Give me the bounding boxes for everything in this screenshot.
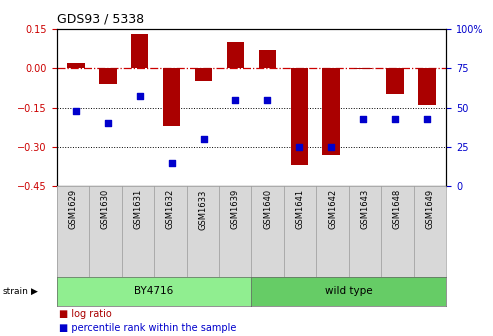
Point — [72, 108, 80, 113]
Bar — [227, 42, 244, 68]
Text: GSM1649: GSM1649 — [425, 189, 434, 229]
Point — [104, 121, 112, 126]
Text: GSM1640: GSM1640 — [263, 189, 272, 229]
Bar — [354, 68, 372, 69]
Point — [168, 160, 176, 165]
Text: ▶: ▶ — [31, 287, 37, 296]
Text: GSM1629: GSM1629 — [69, 189, 77, 229]
Text: GDS93 / 5338: GDS93 / 5338 — [57, 12, 144, 25]
Point — [295, 144, 303, 150]
Text: GSM1648: GSM1648 — [393, 189, 402, 229]
Bar — [67, 63, 85, 68]
Text: ■ log ratio: ■ log ratio — [59, 309, 112, 319]
Text: GSM1641: GSM1641 — [296, 189, 305, 229]
Bar — [163, 68, 180, 126]
Text: GSM1642: GSM1642 — [328, 189, 337, 229]
Point — [136, 94, 143, 99]
Text: ■ percentile rank within the sample: ■ percentile rank within the sample — [59, 323, 237, 333]
Bar — [418, 68, 436, 105]
Bar — [131, 34, 148, 68]
Point — [423, 116, 431, 121]
Bar — [259, 50, 276, 68]
Point — [263, 97, 271, 102]
Point — [359, 116, 367, 121]
Text: GSM1630: GSM1630 — [101, 189, 110, 229]
Point — [391, 116, 399, 121]
Bar — [322, 68, 340, 155]
Text: strain: strain — [2, 287, 28, 296]
Text: BY4716: BY4716 — [135, 287, 174, 296]
Point — [232, 97, 240, 102]
Text: GSM1633: GSM1633 — [198, 189, 207, 229]
Text: wild type: wild type — [325, 287, 373, 296]
Bar — [290, 68, 308, 165]
Text: GSM1632: GSM1632 — [166, 189, 175, 229]
Text: GSM1639: GSM1639 — [231, 189, 240, 229]
Bar — [99, 68, 116, 84]
Bar — [195, 68, 212, 81]
Point — [327, 144, 335, 150]
Text: GSM1643: GSM1643 — [360, 189, 370, 229]
Bar — [387, 68, 404, 94]
Text: GSM1631: GSM1631 — [133, 189, 142, 229]
Point — [200, 136, 208, 142]
